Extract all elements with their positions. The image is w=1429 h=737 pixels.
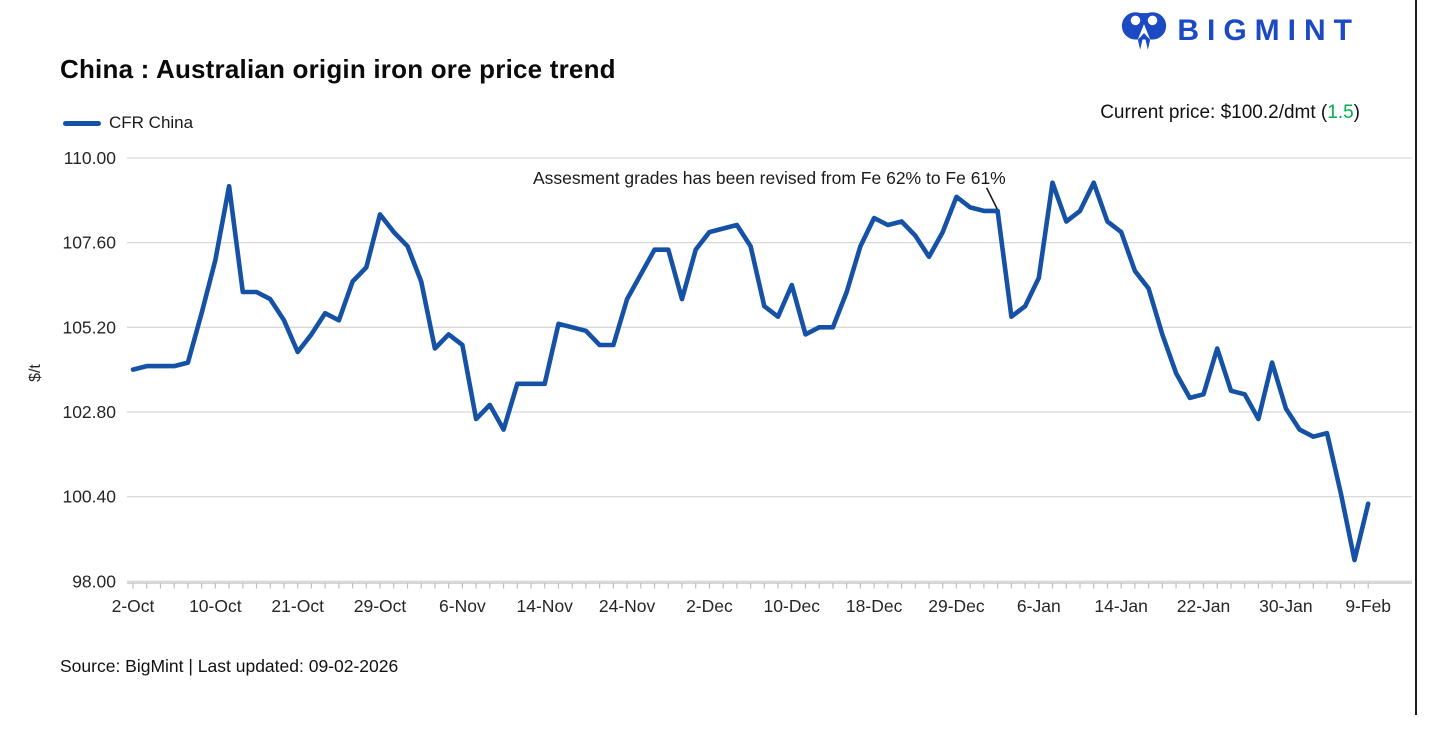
legend-line-swatch [63, 120, 101, 126]
bigmint-logo: BIGMINT [1121, 9, 1360, 53]
y-axis-tick-label: 102.80 [62, 402, 116, 422]
x-axis-tick-label: 2-Oct [112, 596, 155, 616]
x-axis-tick-label: 2-Dec [686, 596, 733, 616]
chart-annotation: Assesment grades has been revised from F… [533, 168, 1006, 188]
bigmint-logo-text: BIGMINT [1177, 14, 1360, 47]
y-axis-tick-label: 100.40 [62, 487, 116, 507]
x-axis-tick-label: 6-Nov [439, 596, 486, 616]
current-price-label: Current price: $100.2/dmt ( [1100, 102, 1328, 123]
y-axis-tick-label: 107.60 [62, 233, 116, 253]
right-border-line [1415, 0, 1417, 715]
x-axis-tick-label: 10-Oct [189, 596, 242, 616]
x-axis-tick-label: 22-Jan [1177, 596, 1231, 616]
bigmint-logo-icon [1121, 9, 1167, 53]
source-note: Source: BigMint | Last updated: 09-02-20… [60, 656, 399, 676]
current-price-change: 1.5 [1327, 102, 1354, 123]
x-axis-tick-label: 10-Dec [764, 596, 821, 616]
x-axis-tick-label: 21-Oct [271, 596, 324, 616]
cfr-china-series-line [130, 180, 1371, 563]
page-title: China : Australian origin iron ore price… [60, 54, 616, 84]
x-axis-tick-label: 29-Dec [928, 596, 985, 616]
annotation-pointer-line [985, 187, 998, 210]
x-axis-tick-label: 24-Nov [599, 596, 656, 616]
current-price: Current price: $100.2/dmt (1.5) [1100, 102, 1360, 124]
current-price-suffix: ) [1353, 102, 1360, 123]
legend-label: CFR China [109, 113, 194, 132]
x-axis-tick-label: 6-Jan [1017, 596, 1061, 616]
y-axis-tick-label: 110.00 [64, 148, 116, 168]
chart-legend: CFR China [63, 113, 193, 133]
y-axis-tick-label: 98.00 [72, 571, 116, 591]
x-axis-tick-label: 14-Nov [517, 596, 574, 616]
x-axis-tick-label: 18-Dec [846, 596, 903, 616]
x-axis-tick-label: 30-Jan [1259, 596, 1313, 616]
x-axis-tick-label: 9-Feb [1345, 596, 1391, 616]
y-axis-title: $/t [27, 364, 44, 382]
y-axis-tick-label: 105.20 [62, 317, 116, 337]
x-axis-tick-label: 29-Oct [354, 596, 407, 616]
x-axis-tick-label: 14-Jan [1094, 596, 1148, 616]
